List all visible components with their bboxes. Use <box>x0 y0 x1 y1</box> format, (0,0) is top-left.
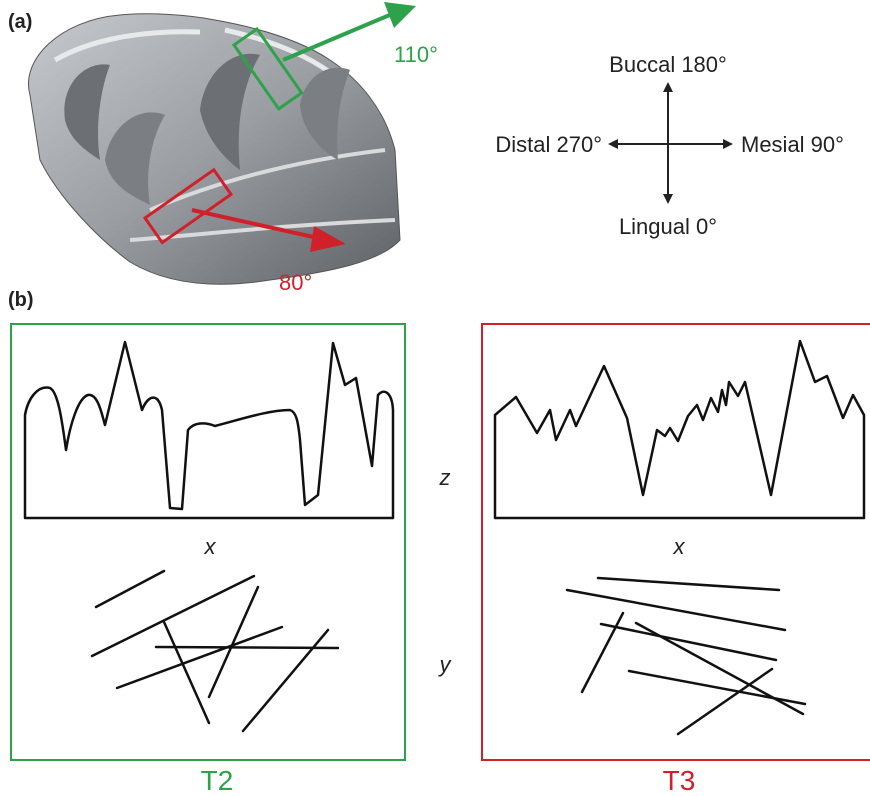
t3-scratch-lines <box>565 576 807 736</box>
compass-buccal-label: Buccal 180° <box>609 52 727 77</box>
panel-a-label: (a) <box>8 11 32 33</box>
compass-lingual-label: Lingual 0° <box>619 214 717 239</box>
compass-distal-label: Distal 270° <box>495 132 602 157</box>
tooth-image <box>28 13 401 285</box>
t3-surface-profile <box>493 339 866 520</box>
z-axis-label: z <box>439 465 451 490</box>
red-direction-arrow <box>191 208 346 252</box>
panel-b-label: (b) <box>8 289 34 311</box>
red-measurement-box <box>142 167 234 245</box>
t2-box <box>10 323 406 761</box>
t3-title: T3 <box>663 765 696 796</box>
t2-x-axis-label: x <box>204 534 217 559</box>
t3-box <box>481 323 870 761</box>
compass-mesial-label: Mesial 90° <box>741 132 844 157</box>
t2-scratch-lines <box>90 569 340 733</box>
t3-x-axis-label: x <box>673 534 686 559</box>
t2-surface-profile <box>23 340 395 520</box>
red-angle-label: 80° <box>279 270 312 295</box>
green-angle-label: 110° <box>394 42 438 67</box>
green-direction-arrow <box>282 2 416 62</box>
y-axis-label: y <box>438 652 453 677</box>
orientation-compass <box>608 82 733 204</box>
green-measurement-box <box>231 26 304 111</box>
t2-title: T2 <box>201 765 234 796</box>
